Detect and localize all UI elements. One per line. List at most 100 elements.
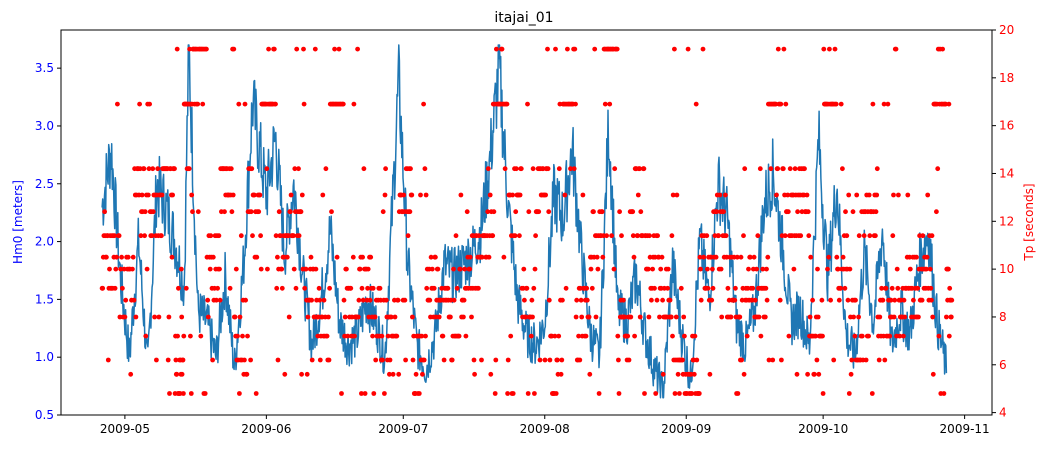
tp-point [768,166,774,172]
tp-point [139,192,145,198]
tp-point [402,297,408,303]
tp-point [859,333,865,339]
tp-point [785,209,791,215]
tp-point [543,192,548,198]
tp-point [840,254,846,260]
tp-point [264,166,270,172]
tp-point [462,266,468,272]
tp-point [710,266,715,272]
tp-point [208,233,214,239]
tp-point [674,192,680,198]
tp-point [170,192,176,198]
tp-point [869,391,875,396]
right-tick-label: 6 [999,358,1007,372]
tp-point [655,233,660,239]
tp-point [528,333,534,339]
tp-point [243,297,249,303]
tp-point [619,233,624,239]
chart-title: itajai_01 [494,10,553,26]
plot-frame [60,29,993,416]
tp-point [642,391,647,396]
tp-point [901,297,907,303]
tp-point [173,357,179,363]
tp-point [510,391,516,396]
tp-point [387,371,392,377]
tp-point [339,391,344,396]
tp-point [820,333,825,339]
tp-point [237,314,243,320]
tp-point [100,285,106,291]
tp-point [368,254,374,260]
tp-point [190,209,195,215]
tp-point [763,285,769,291]
tp-point [573,101,578,107]
tp-point [334,254,340,260]
tp-point [112,233,117,239]
tp-point [609,233,614,239]
tp-point [723,233,729,239]
tp-point [251,192,257,198]
tp-point [893,46,899,52]
tp-point [510,192,515,198]
tp-point [568,166,573,172]
tp-point [556,166,562,172]
tp-point [698,297,704,303]
tp-point [732,297,738,303]
tp-point [840,166,845,172]
tp-point [916,314,921,320]
tp-point [309,357,315,363]
tp-point [147,101,153,107]
tp-point [746,266,751,272]
tp-point [914,254,919,260]
tp-point [764,297,770,303]
tp-point [546,209,552,215]
tp-point [165,357,171,363]
tp-point [930,314,936,320]
tp-point [890,233,896,239]
tp-point [464,209,470,215]
hm0-line [101,44,948,399]
tp-point [133,314,139,320]
tp-point [189,192,195,198]
tp-point [275,357,281,363]
tp-point [292,166,298,172]
tp-point [637,314,643,320]
tp-point [505,391,510,396]
x-tick-label: 2009-07 [378,422,428,436]
tp-point [930,371,936,377]
tp-point [911,297,916,303]
tp-point [180,357,186,363]
tp-point [195,101,201,107]
tp-point [733,285,738,291]
tp-point [545,46,550,52]
tp-point [291,266,297,272]
tp-point [517,192,523,198]
tp-point [577,357,583,363]
tp-point [130,254,136,260]
tp-point [433,254,438,260]
tp-point [429,266,435,272]
tp-point [435,266,441,272]
tp-point [750,285,756,291]
tp-point [794,371,800,377]
tp-point [266,46,271,52]
tp-point [537,357,543,363]
tp-point [312,46,318,52]
tp-point [530,314,535,320]
tp-point [326,357,332,363]
tp-point [725,285,731,291]
tp-point [701,254,707,260]
tp-point [587,371,593,377]
tp-point [735,391,741,396]
tp-point [646,314,652,320]
tp-point [553,391,559,396]
tp-point [580,192,586,198]
tp-point [390,371,396,377]
tp-point [716,233,721,239]
tp-point [936,333,942,339]
tp-point [894,266,900,272]
tp-point [833,101,839,107]
tp-point [273,233,279,239]
tp-point [355,314,361,320]
